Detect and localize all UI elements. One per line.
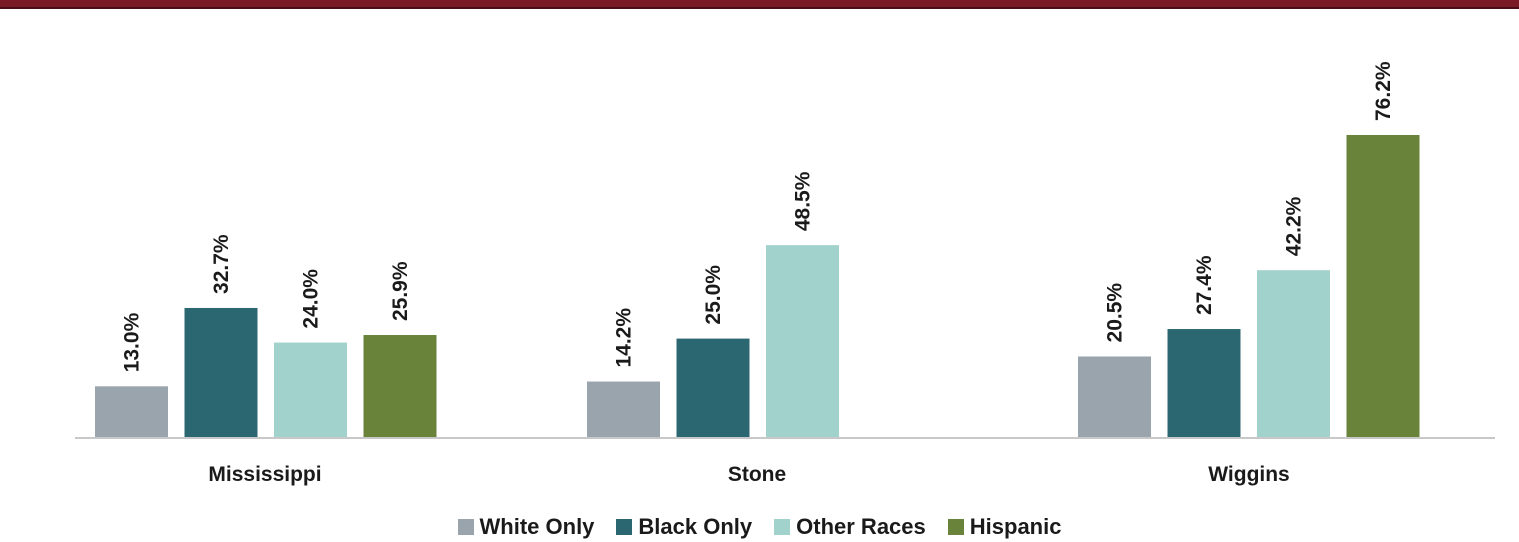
bars-layer	[95, 135, 1420, 438]
legend-item: Black Only	[616, 514, 752, 540]
bar-mississippi-white-only	[95, 386, 168, 438]
data-label: 48.5%	[792, 171, 815, 231]
bar-stone-white-only	[587, 381, 660, 438]
data-label: 25.9%	[389, 261, 412, 321]
bar-mississippi-hispanic	[363, 335, 437, 438]
legend-swatch	[616, 519, 633, 535]
category-label: Stone	[728, 463, 786, 486]
data-label: 24.0%	[300, 269, 323, 329]
category-label: Wiggins	[1208, 463, 1289, 486]
legend-label: White Only	[479, 514, 595, 539]
data-label: 14.2%	[613, 308, 636, 368]
bar-wiggins-black-only	[1167, 329, 1241, 438]
data-label: 42.2%	[1283, 196, 1306, 256]
legend-label: Black Only	[638, 514, 753, 539]
data-label: 25.0%	[702, 265, 725, 325]
bar-wiggins-hispanic	[1346, 135, 1420, 438]
legend-swatch	[457, 519, 474, 535]
bar-mississippi-other-races	[274, 342, 347, 438]
bar-stone-other-races	[766, 245, 839, 438]
bar-chart: 13.0% 32.7% 24.0% 25.9% Mississippi 14.2% 25.0…	[75, 61, 1495, 486]
legend-item: Other Races	[774, 514, 926, 540]
legend-item: White Only	[457, 514, 595, 540]
category-label: Mississippi	[208, 463, 321, 486]
labels-layer: 13.0% 32.7% 24.0% 25.9% Mississippi 14.2% 25.0…	[121, 61, 1396, 486]
legend-item: Hispanic	[947, 514, 1062, 540]
legend-label: Hispanic	[969, 514, 1062, 539]
legend: White Only Black Only Other Races Hispanic	[0, 512, 1519, 542]
legend-label: Other Races	[796, 514, 926, 539]
data-label: 27.4%	[1193, 255, 1216, 315]
legend-swatch	[774, 519, 791, 535]
bar-wiggins-other-races	[1257, 270, 1330, 438]
data-label: 32.7%	[210, 234, 233, 294]
data-label: 20.5%	[1104, 283, 1127, 343]
data-label: 13.0%	[121, 312, 144, 372]
header-bar	[0, 0, 1519, 9]
bar-mississippi-black-only	[184, 307, 258, 438]
bar-stone-black-only	[676, 338, 750, 438]
data-label: 76.2%	[1372, 61, 1395, 121]
bar-wiggins-white-only	[1078, 356, 1151, 438]
legend-swatch	[947, 519, 964, 535]
